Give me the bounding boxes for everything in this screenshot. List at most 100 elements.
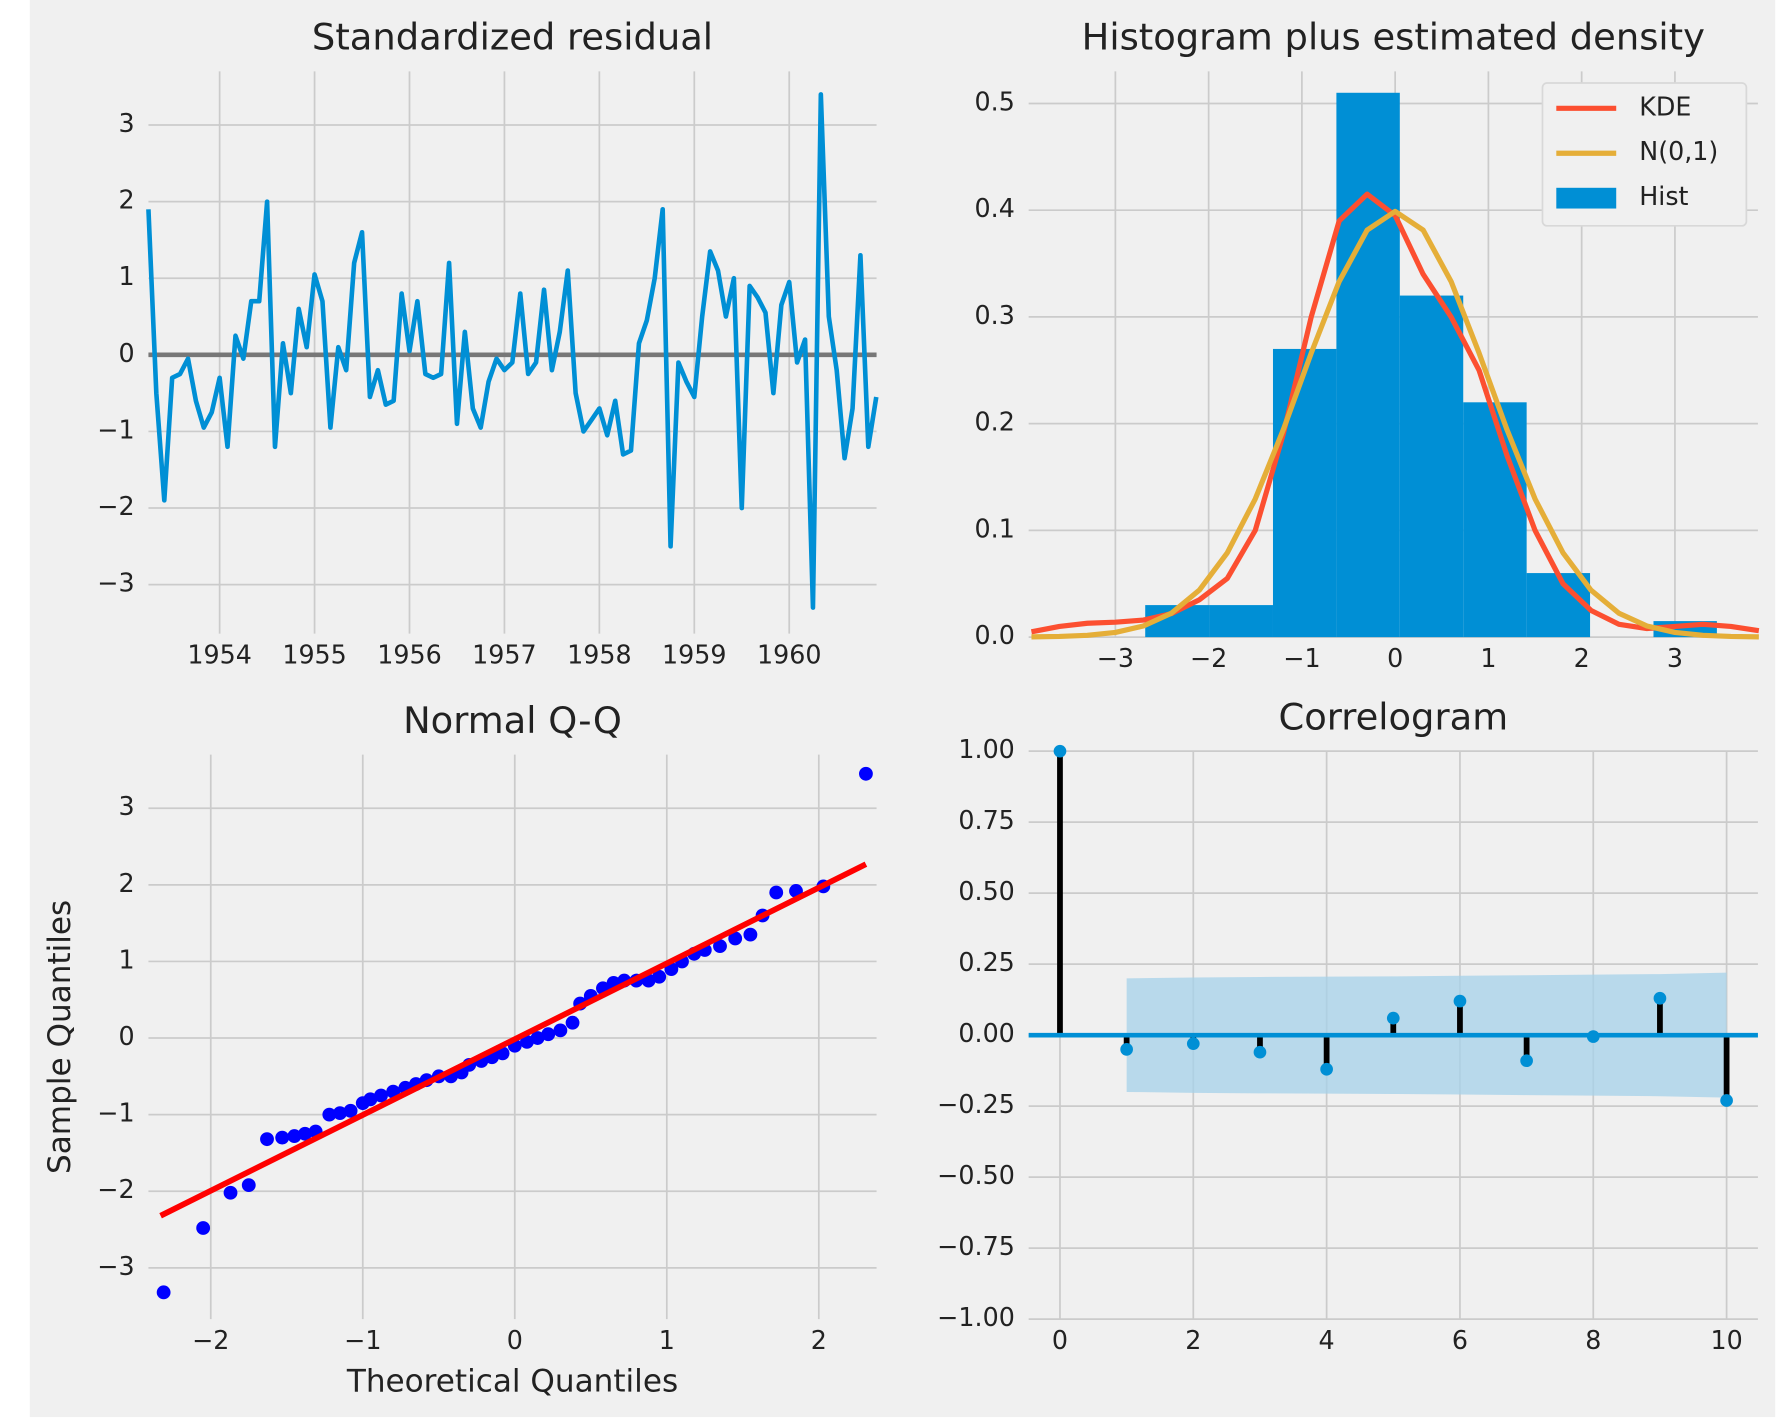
stem-marker	[1053, 744, 1067, 758]
y-tick-label: 1.00	[958, 734, 1014, 764]
qq-point	[287, 1129, 302, 1144]
hist-bar	[1463, 402, 1527, 638]
x-tick-label: 8	[1585, 1325, 1601, 1355]
x-tick-label: 1957	[472, 640, 536, 670]
y-tick-label: −2	[97, 1174, 134, 1204]
qq-point	[541, 1027, 556, 1042]
y-tick-label: 1	[118, 261, 134, 291]
x-tick-label: 2	[1185, 1325, 1201, 1355]
x-tick-label: −1	[1283, 643, 1320, 673]
y-tick-label: 1	[118, 944, 134, 974]
y-tick-label: −0.75	[937, 1231, 1015, 1261]
x-tick-label: −1	[344, 1325, 381, 1355]
y-tick-label: −1.00	[937, 1302, 1015, 1332]
legend-label: KDE	[1639, 91, 1691, 121]
x-tick-label: 1	[1480, 643, 1496, 673]
qq-point	[713, 939, 727, 954]
y-tick-label: 0.1	[975, 513, 1015, 543]
qq-point	[374, 1088, 388, 1103]
series-line	[146, 92, 879, 610]
qq-point	[333, 1106, 347, 1121]
figure-background	[29, 0, 1776, 1418]
x-tick-label: 1954	[187, 640, 251, 670]
qq-point	[652, 969, 667, 984]
stem-marker	[1120, 1043, 1133, 1056]
x-tick-label: 1955	[282, 640, 346, 670]
x-tick-label: 6	[1452, 1325, 1468, 1355]
x-tick-label: −2	[1190, 643, 1227, 673]
qq-point	[565, 1015, 580, 1030]
qq-point	[859, 766, 873, 781]
qq-point	[223, 1185, 238, 1200]
chart-title: Correlogram	[1278, 695, 1508, 738]
qq-point	[363, 1092, 378, 1107]
x-tick-label: 1956	[377, 640, 441, 670]
y-tick-label: 0.75	[958, 805, 1014, 835]
y-tick-label: −2	[97, 491, 134, 521]
qq-point	[553, 1023, 568, 1038]
y-tick-label: 2	[118, 185, 134, 215]
x-tick-label: 3	[1667, 643, 1683, 673]
qq-point	[343, 1103, 358, 1118]
y-tick-label: 2	[118, 868, 134, 898]
hist-bar	[1336, 92, 1400, 638]
stem-marker	[1186, 1037, 1200, 1051]
y-axis-label: Sample Quantiles	[42, 900, 78, 1174]
y-tick-label: 0	[118, 1021, 134, 1051]
y-tick-label: 0.25	[958, 947, 1014, 977]
hist-bar	[1526, 573, 1591, 638]
stem-marker	[1720, 1094, 1733, 1107]
y-tick-label: 3	[118, 108, 134, 138]
qq-point	[322, 1107, 337, 1122]
x-tick-label: 1960	[757, 640, 821, 670]
hist-bar	[1209, 605, 1273, 638]
y-tick-label: −1	[97, 1098, 134, 1128]
x-tick-label: 4	[1319, 1325, 1335, 1355]
y-tick-label: −0.25	[937, 1089, 1015, 1119]
y-tick-label: 0.5	[975, 86, 1015, 116]
y-tick-label: 3	[118, 791, 134, 821]
stem-marker	[1386, 1011, 1400, 1025]
y-tick-label: 0.50	[958, 876, 1014, 906]
legend-swatch	[1556, 187, 1617, 209]
hist-bar	[1272, 348, 1337, 638]
chart-title: Standardized residual	[312, 16, 713, 59]
qq-point	[530, 1031, 545, 1045]
y-tick-label: 0.0	[975, 620, 1015, 650]
x-tick-label: 10	[1710, 1325, 1742, 1355]
y-tick-label: 0.4	[975, 193, 1015, 223]
x-tick-label: −2	[192, 1325, 229, 1355]
qq-point	[743, 927, 758, 942]
stem-marker	[1253, 1045, 1267, 1059]
y-tick-label: 0.00	[958, 1018, 1014, 1048]
x-tick-label: −3	[1097, 643, 1134, 673]
x-tick-label: 1959	[662, 640, 726, 670]
stem-marker	[1653, 991, 1667, 1005]
x-tick-label: 0	[507, 1325, 523, 1355]
qq-point	[769, 885, 784, 900]
x-tick-label: 1	[659, 1325, 675, 1355]
qq-point	[260, 1132, 274, 1147]
x-tick-label: 2	[1574, 643, 1590, 673]
density-line	[1031, 208, 1759, 640]
stem-marker	[1520, 1054, 1533, 1068]
chart-title: Histogram plus estimated density	[1082, 16, 1705, 59]
qq-point	[196, 1221, 211, 1235]
y-tick-label: −1	[97, 414, 134, 444]
legend-label: N(0,1)	[1639, 136, 1718, 166]
fit-line	[159, 861, 868, 1219]
qq-point	[241, 1178, 256, 1193]
y-tick-label: 0.2	[975, 407, 1015, 437]
density-line	[1030, 191, 1760, 635]
x-tick-label: 2	[811, 1325, 827, 1355]
qq-point	[298, 1126, 312, 1141]
y-tick-label: 0	[118, 338, 134, 368]
x-tick-label: 0	[1387, 643, 1403, 673]
x-tick-label: 0	[1052, 1325, 1068, 1355]
qq-point	[275, 1130, 290, 1145]
stem-marker	[1586, 1030, 1600, 1043]
legend-label: Hist	[1639, 181, 1688, 211]
qq-point	[728, 931, 743, 946]
